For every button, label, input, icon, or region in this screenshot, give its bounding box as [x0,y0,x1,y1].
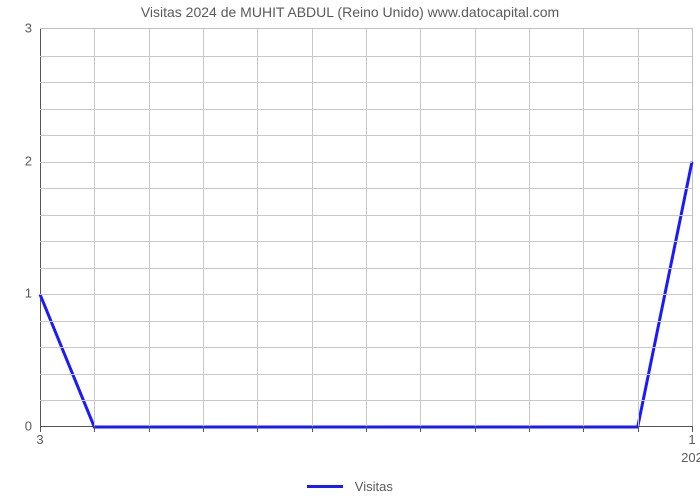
grid-v [583,29,584,427]
grid-v [203,29,204,427]
grid-v [257,29,258,427]
x-tick [94,426,95,432]
x-tick [420,426,421,432]
chart-title: Visitas 2024 de MUHIT ABDUL (Reino Unido… [0,4,700,20]
x-tick [638,426,639,432]
y-tick-label: 3 [10,21,32,36]
legend-label: Visitas [355,479,393,494]
grid-v [420,29,421,427]
x-tick [312,426,313,432]
grid-v [366,29,367,427]
grid-h [40,215,692,216]
x-tick-label: 1 [688,432,695,447]
y-tick-label: 2 [10,153,32,168]
grid-v [149,29,150,427]
plot-area [40,28,693,427]
grid-h [40,188,692,189]
legend: Visitas [0,478,700,494]
x-tick [203,426,204,432]
grid-h [40,241,692,242]
y-tick-label: 1 [10,286,32,301]
grid-v [475,29,476,427]
grid-v [94,29,95,427]
grid-h [40,321,692,322]
x-tick [366,426,367,432]
legend-swatch [307,485,343,488]
x-tick [257,426,258,432]
grid-h [40,82,692,83]
x-tick-label: 3 [36,432,43,447]
grid-h [40,162,692,163]
x-tick [583,426,584,432]
grid-v [529,29,530,427]
grid-v [638,29,639,427]
grid-h [40,268,692,269]
grid-h [40,135,692,136]
grid-h [40,347,692,348]
x-tick [149,426,150,432]
y-tick-label: 0 [10,419,32,434]
grid-h [40,374,692,375]
x-tick [475,426,476,432]
x-tick [529,426,530,432]
grid-h [40,400,692,401]
grid-h [40,294,692,295]
grid-v [312,29,313,427]
grid-h [40,109,692,110]
grid-h [40,56,692,57]
x-secondary-label: 202 [681,450,700,465]
